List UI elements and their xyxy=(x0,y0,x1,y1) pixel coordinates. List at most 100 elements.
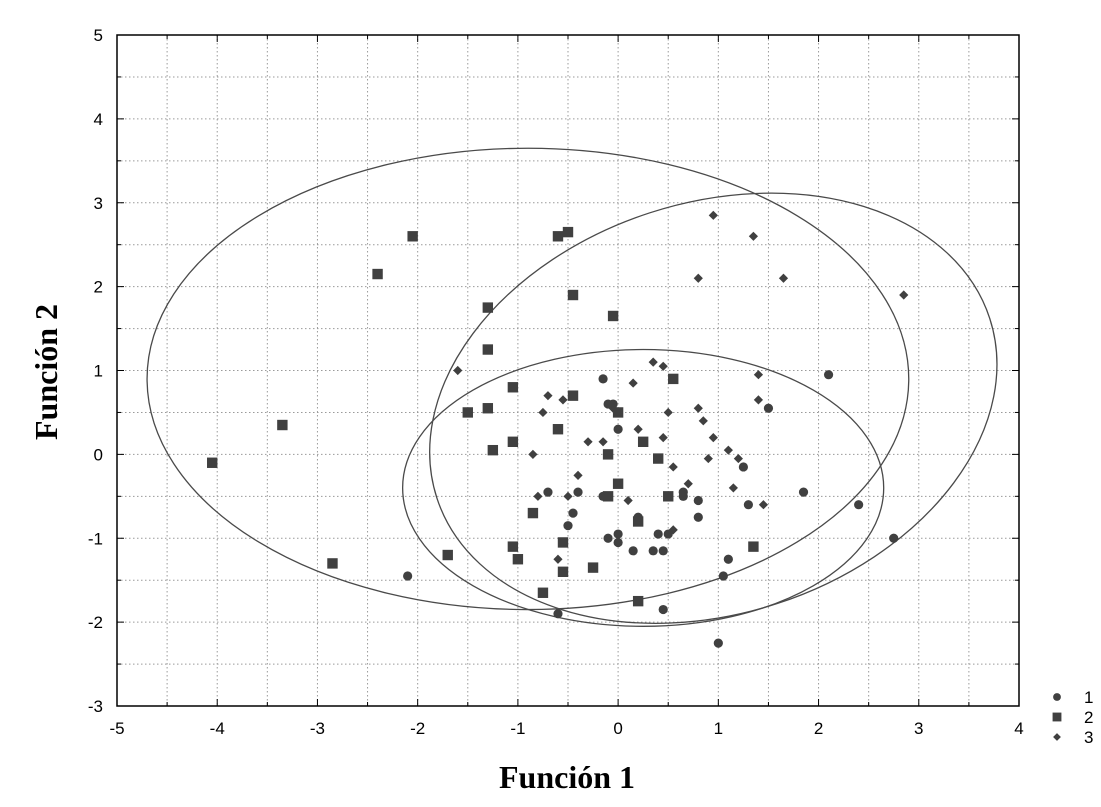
point-series-3 xyxy=(658,433,668,443)
point-series-1 xyxy=(613,424,623,434)
x-tick-label: 1 xyxy=(714,719,723,738)
point-series-2 xyxy=(653,453,664,464)
point-series-2 xyxy=(537,587,549,598)
point-series-3 xyxy=(753,370,764,380)
point-series-3 xyxy=(648,357,658,367)
point-series-1 xyxy=(403,571,413,581)
point-series-2 xyxy=(482,302,494,313)
x-tick-label: -4 xyxy=(210,719,225,738)
point-series-3 xyxy=(698,416,708,426)
confidence-ellipses xyxy=(146,147,998,627)
point-series-3 xyxy=(733,453,743,464)
point-series-2 xyxy=(602,491,614,502)
y-tick-label: 2 xyxy=(94,278,103,297)
point-series-1 xyxy=(693,512,703,522)
legend: 123 xyxy=(1052,688,1093,747)
point-series-3 xyxy=(598,437,608,447)
point-series-3 xyxy=(608,403,618,413)
y-tick-label: -3 xyxy=(88,697,103,716)
y-tick-label: 0 xyxy=(94,445,103,464)
point-series-2 xyxy=(567,390,579,401)
point-series-1 xyxy=(598,374,608,384)
point-series-3 xyxy=(573,470,583,480)
point-series-3 xyxy=(708,433,718,443)
point-series-1 xyxy=(713,638,723,648)
point-series-2 xyxy=(442,549,453,561)
point-series-2 xyxy=(207,457,218,468)
point-series-3 xyxy=(723,445,733,455)
point-series-2 xyxy=(663,491,674,502)
point-series-3 xyxy=(708,210,718,220)
y-tick-label: -2 xyxy=(88,613,103,632)
point-series-3 xyxy=(778,273,789,283)
point-series-2 xyxy=(748,541,759,552)
point-series-2 xyxy=(327,558,338,569)
point-series-3 xyxy=(558,395,568,405)
ellipse-series-1 xyxy=(401,348,885,627)
x-tick-label: -5 xyxy=(109,719,124,738)
y-tick-label: 5 xyxy=(94,26,103,45)
point-series-2 xyxy=(637,436,649,447)
point-series-2 xyxy=(557,537,569,548)
point-series-1 xyxy=(613,529,623,539)
point-series-3 xyxy=(663,407,673,418)
point-series-2 xyxy=(557,566,569,577)
point-series-3 xyxy=(628,378,638,388)
point-series-1 xyxy=(823,370,834,380)
point-series-2 xyxy=(512,554,524,565)
point-series-1 xyxy=(798,487,809,497)
point-series-2 xyxy=(607,310,619,322)
point-series-1 xyxy=(658,546,668,556)
y-tick-label: 1 xyxy=(94,362,103,381)
point-series-1 xyxy=(663,529,673,539)
x-tick-label: -1 xyxy=(510,719,525,738)
point-series-1 xyxy=(628,546,638,556)
point-series-3 xyxy=(683,479,693,489)
y-tick-label: -1 xyxy=(88,529,103,548)
point-series-3 xyxy=(533,491,543,501)
x-tick-label: -2 xyxy=(410,719,425,738)
legend-label-3: 3 xyxy=(1084,728,1093,747)
point-series-1 xyxy=(854,500,864,510)
point-series-2 xyxy=(407,231,418,242)
ellipse-series-3 xyxy=(429,192,998,624)
y-tick-label: 3 xyxy=(94,194,103,213)
point-series-2 xyxy=(602,449,614,460)
point-series-1 xyxy=(743,500,754,510)
point-series-1 xyxy=(603,399,613,409)
point-series-3 xyxy=(693,273,703,283)
point-series-1 xyxy=(543,487,553,497)
point-series-3 xyxy=(728,483,738,493)
x-tick-label: -3 xyxy=(310,719,325,738)
point-series-3 xyxy=(668,525,678,535)
point-series-2 xyxy=(552,231,564,242)
legend-label-2: 2 xyxy=(1084,708,1093,727)
point-series-2 xyxy=(487,444,499,456)
y-axis-title: Función 2 xyxy=(28,304,64,440)
point-series-2 xyxy=(527,507,539,519)
x-tick-label: 3 xyxy=(914,719,923,738)
point-series-3 xyxy=(693,403,703,413)
point-series-2 xyxy=(462,407,473,418)
point-series-1 xyxy=(889,533,899,543)
point-series-2 xyxy=(587,562,599,573)
x-tick-labels: -5 -4 -3 -2 -1 0 1 2 3 4 xyxy=(109,719,1023,738)
x-axis-title: Función 1 xyxy=(499,759,635,795)
point-series-2 xyxy=(612,478,624,489)
legend-marker-3 xyxy=(1053,733,1061,741)
point-series-1 xyxy=(678,487,688,497)
point-series-2 xyxy=(567,289,579,301)
point-series-1 xyxy=(573,487,583,497)
point-series-1 xyxy=(553,609,563,619)
point-series-1 xyxy=(563,521,573,531)
point-series-1 xyxy=(613,537,623,548)
legend-marker-1 xyxy=(1053,693,1061,701)
point-series-2 xyxy=(507,382,519,393)
x-tick-label: 2 xyxy=(814,719,823,738)
point-series-2 xyxy=(552,424,564,435)
point-series-2 xyxy=(507,436,519,447)
point-series-1 xyxy=(763,403,774,413)
point-series-1 xyxy=(718,571,728,581)
point-series-2 xyxy=(668,373,679,385)
